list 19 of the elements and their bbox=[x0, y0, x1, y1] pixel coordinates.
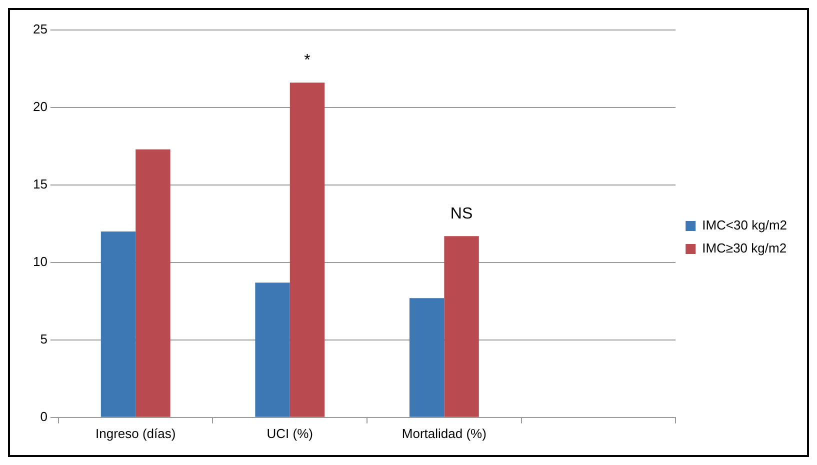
y-tick-label: 15 bbox=[32, 176, 48, 192]
bar bbox=[444, 236, 479, 417]
y-tick-label: 25 bbox=[32, 22, 48, 37]
bar bbox=[409, 298, 444, 417]
bar bbox=[100, 231, 136, 417]
bar bbox=[255, 282, 290, 417]
y-tick-label: 0 bbox=[40, 408, 48, 424]
annotation: NS bbox=[450, 206, 473, 223]
x-tick-label: Ingreso (días) bbox=[96, 426, 176, 441]
legend-label: IMC≥30 kg/m2 bbox=[702, 240, 787, 256]
y-tick-label: 5 bbox=[40, 332, 48, 346]
bar bbox=[136, 149, 170, 417]
y-tick-label: 10 bbox=[32, 254, 48, 270]
x-tick-label: UCI (%) bbox=[266, 426, 313, 441]
x-tick-label: Mortalidad (%) bbox=[402, 426, 486, 441]
annotation: * bbox=[304, 52, 310, 70]
legend-label: IMC<30 kg/m2 bbox=[702, 218, 788, 233]
bar bbox=[290, 82, 325, 417]
y-tick-label: 20 bbox=[32, 99, 48, 114]
